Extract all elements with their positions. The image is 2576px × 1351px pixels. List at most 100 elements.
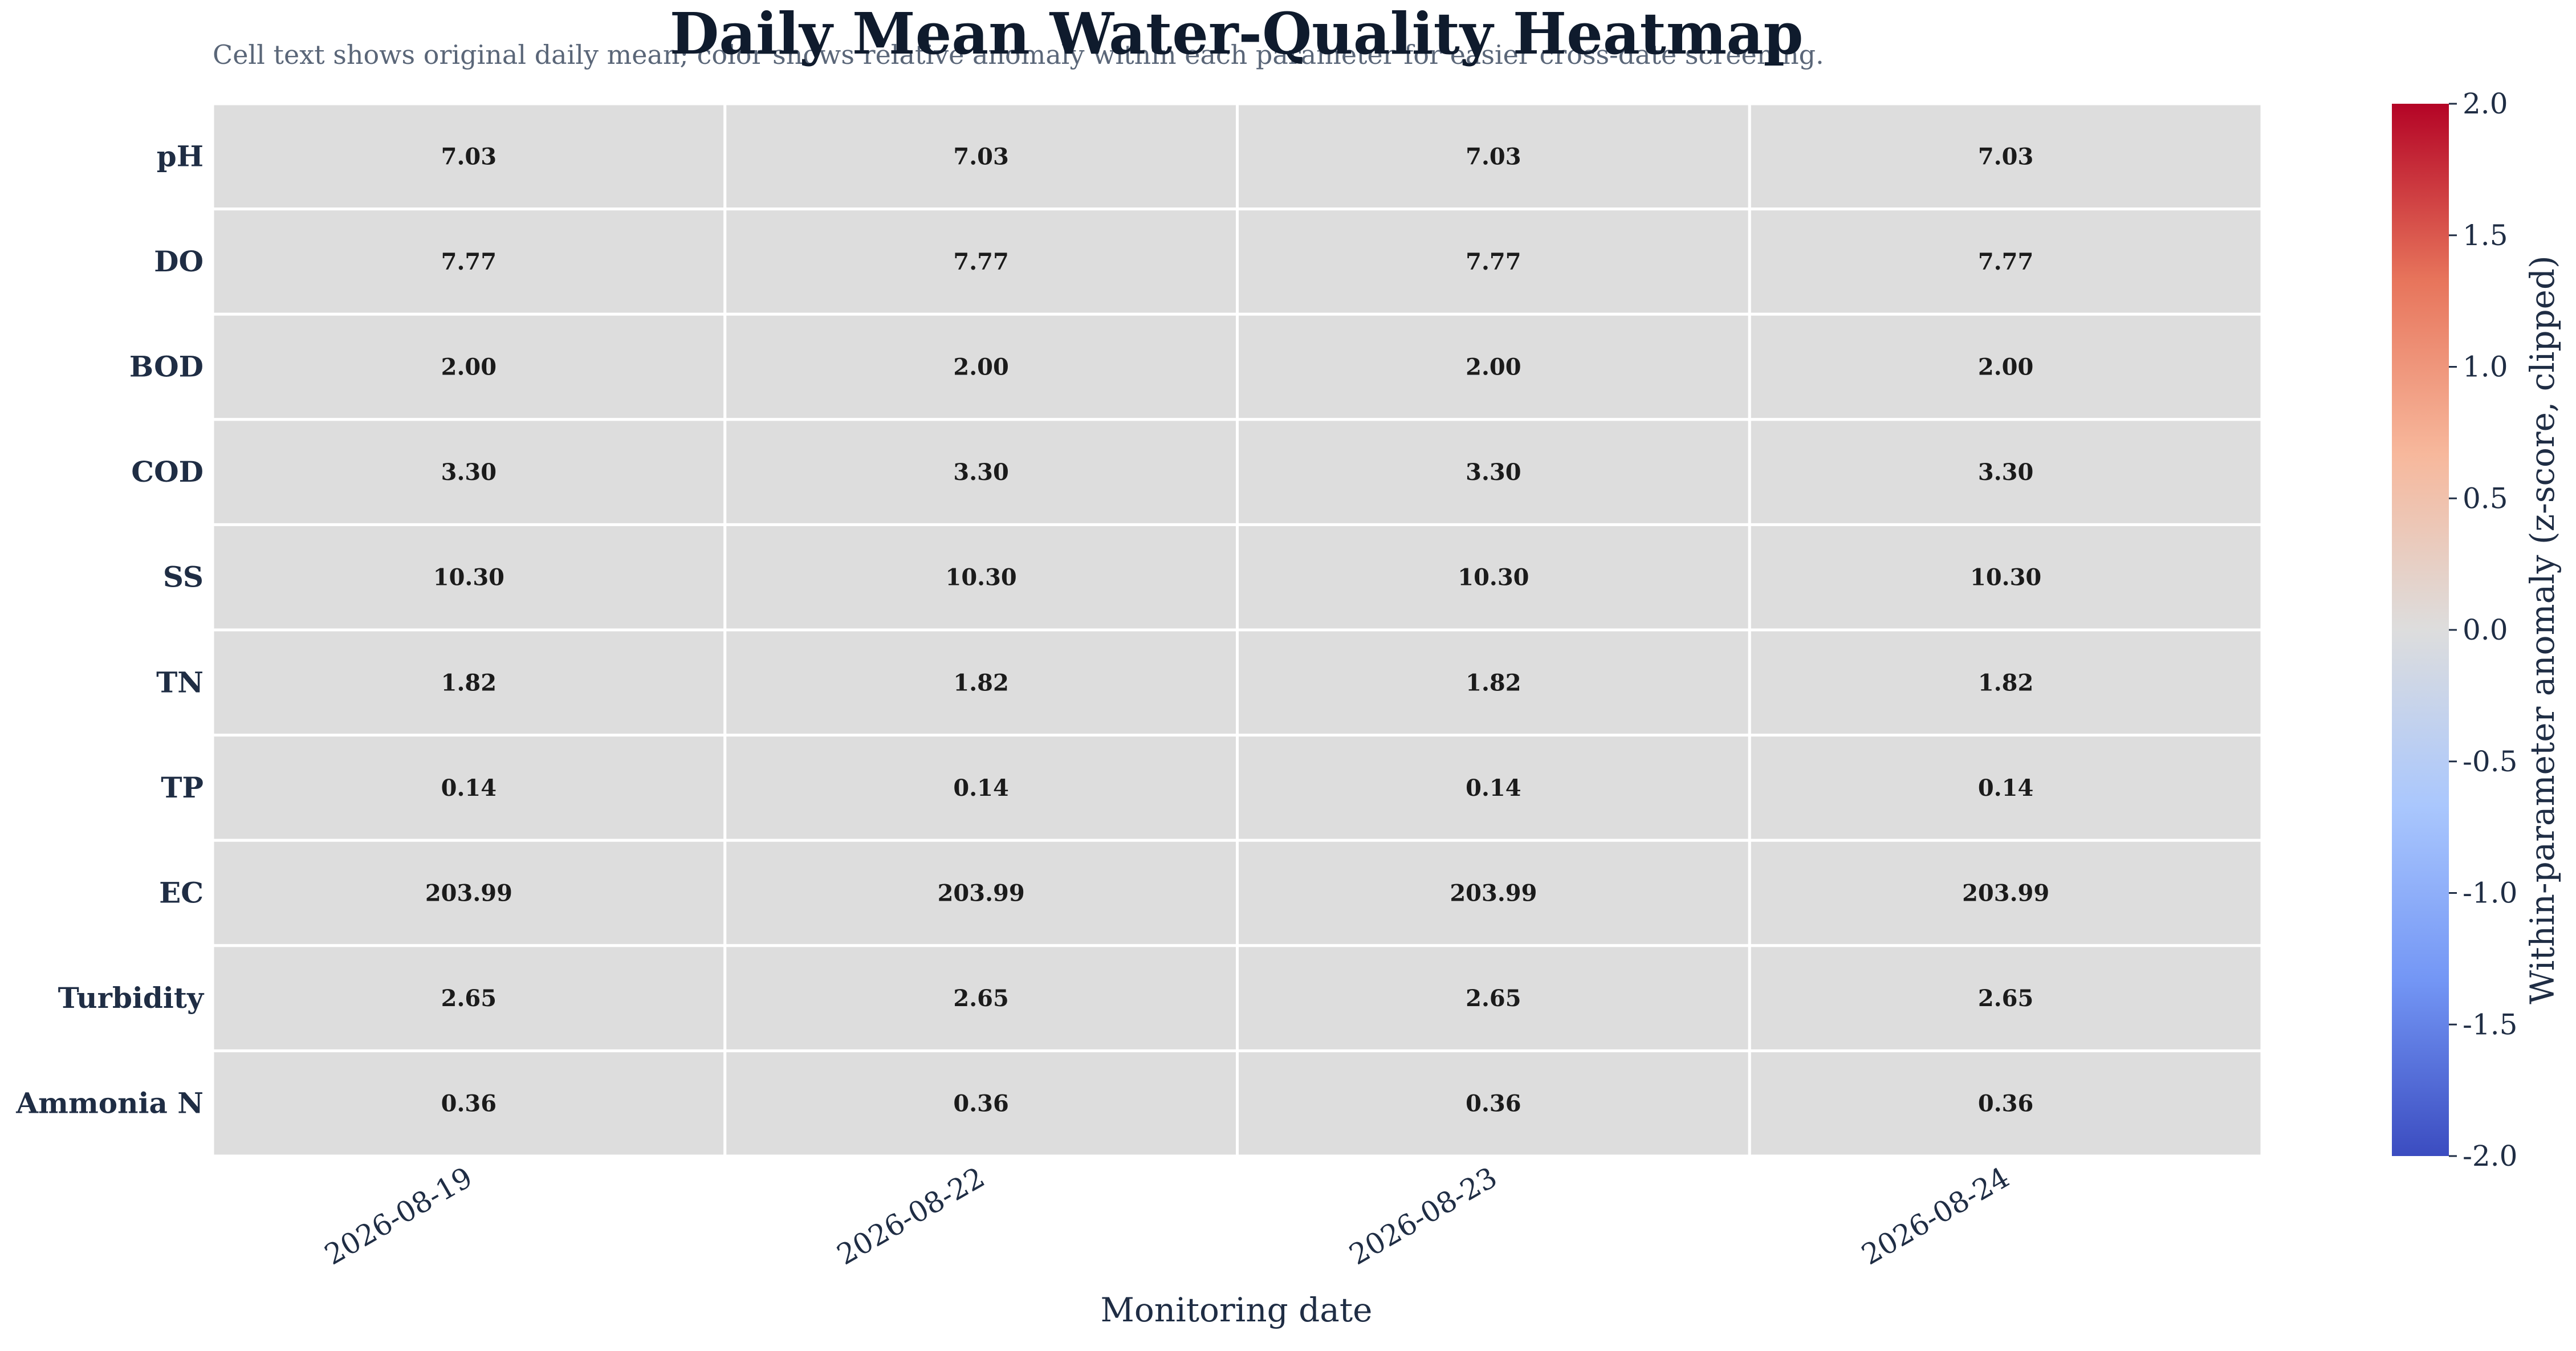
row-tick-label: Turbidity (58, 981, 205, 1015)
heatmap-cell (1748, 418, 2264, 526)
cell-value-label: 3.30 (1466, 459, 1521, 486)
cell-value-label: 203.99 (425, 880, 512, 907)
colorbar-label: Within-parameter anomaly (z-score, clipp… (2523, 255, 2562, 1004)
colorbar-tick-label: 0.0 (2463, 613, 2508, 646)
heatmap-cell (1748, 207, 2264, 316)
heatmap-cell (211, 1049, 727, 1158)
heatmap-cell (1236, 523, 1751, 632)
cell-value-label: 7.77 (1978, 249, 2033, 275)
cell-value-label: 10.30 (945, 564, 1016, 591)
cell-value-label: 10.30 (1458, 564, 1529, 591)
heatmap-cell (1236, 839, 1751, 947)
column-tick-label: 2026-08-24 (1856, 1161, 2015, 1271)
cell-value-label: 2.00 (953, 354, 1008, 381)
row-tick-label: pH (157, 139, 204, 173)
colorbar-tick-label: 1.0 (2463, 351, 2508, 384)
chart-subtitle: Cell text shows original daily mean; col… (213, 39, 1824, 70)
cell-value-label: 7.03 (1978, 143, 2033, 170)
column-tick-label: 2026-08-19 (319, 1161, 478, 1271)
colorbar-tick-label: -1.5 (2463, 1008, 2517, 1041)
cell-value-label: 0.14 (953, 775, 1008, 801)
cell-value-label: 0.14 (1466, 775, 1521, 801)
colorbar-tick-label: 2.0 (2463, 87, 2508, 120)
heatmap-cell (723, 523, 1239, 632)
cell-value-label: 1.82 (441, 669, 497, 696)
heatmap-cell (1236, 102, 1751, 211)
heatmap-cell (1236, 628, 1751, 737)
row-tick-label: EC (159, 876, 204, 910)
cell-value-label: 7.77 (1466, 249, 1521, 275)
colorbar: 2.0 1.5 1.0 0.5 0.0 -0.5 -1.0 -1.5 -2.0 Within-p… (2392, 87, 2562, 1173)
cell-value-label: 2.00 (1466, 354, 1521, 381)
row-tick-label: DO (154, 245, 204, 278)
cell-value-label: 203.99 (1450, 880, 1537, 907)
cell-value-label: 0.14 (441, 775, 497, 801)
colorbar-tick-label: -1.0 (2463, 877, 2517, 910)
heatmap-cell (1748, 523, 2264, 632)
cell-value-label: 2.65 (1466, 985, 1521, 1012)
heatmap-cell (1236, 1049, 1751, 1158)
row-tick-label: SS (163, 560, 204, 594)
cell-value-label: 2.65 (1978, 985, 2033, 1012)
heatmap-cell (1748, 734, 2264, 842)
chart-title: Daily Mean Water-Quality Heatmap (670, 0, 1804, 67)
heatmap-cell (723, 1049, 1239, 1158)
heatmap-cell (1748, 312, 2264, 421)
cell-value-label: 3.30 (1978, 459, 2033, 486)
cell-value-label: 203.99 (938, 880, 1025, 907)
row-tick-label: BOD (129, 350, 204, 384)
heatmap-cells (211, 102, 2264, 1158)
cell-value-label: 3.30 (953, 459, 1008, 486)
cell-value-label: 7.03 (1466, 143, 1521, 170)
cell-value-label: 2.00 (1978, 354, 2033, 381)
heatmap-cell (211, 734, 727, 842)
colorbar-tick-label: -2.0 (2463, 1140, 2517, 1173)
cell-value-label: 10.30 (433, 564, 504, 591)
cell-value-label: 2.00 (441, 354, 497, 381)
cell-value-label: 0.36 (1466, 1090, 1521, 1117)
cell-value-label: 7.03 (441, 143, 497, 170)
heatmap-cell (1748, 102, 2264, 211)
cell-value-label: 1.82 (1978, 669, 2033, 696)
heatmap-cell (211, 102, 727, 211)
cell-value-label: 7.03 (953, 143, 1008, 170)
row-tick-label: TP (161, 771, 204, 804)
heatmap-cell (1748, 1049, 2264, 1158)
colorbar-tick-label: -0.5 (2463, 745, 2517, 778)
row-tick-label: Ammonia N (15, 1087, 204, 1120)
cell-value-label: 1.82 (1466, 669, 1521, 696)
cell-value-label: 3.30 (441, 459, 497, 486)
x-axis-label: Monitoring date (1101, 1291, 1373, 1329)
cell-value-label: 2.65 (441, 985, 497, 1012)
colorbar-gradient (2392, 104, 2449, 1156)
column-tick-label: 2026-08-23 (1344, 1161, 1503, 1271)
heatmap-cell (211, 628, 727, 737)
colorbar-ticks: 2.0 1.5 1.0 0.5 0.0 -0.5 -1.0 -1.5 -2.0 (2449, 87, 2517, 1173)
cell-value-labels: 7.03 7.03 7.03 7.03 7.77 7.77 7.77 7.77 2.00 2.00… (425, 143, 2049, 1117)
heatmap-cell (1748, 944, 2264, 1052)
heatmap-cell (211, 839, 727, 947)
cell-value-label: 0.14 (1978, 775, 2033, 801)
cell-value-label: 7.77 (441, 249, 497, 275)
colorbar-tick-label: 1.5 (2463, 219, 2508, 252)
cell-value-label: 0.36 (953, 1090, 1008, 1117)
heatmap-cell (1236, 734, 1751, 842)
cell-value-label: 10.30 (1970, 564, 2041, 591)
row-tick-labels: pH DO BOD COD SS TN TP EC Turbidity Ammonia N (15, 139, 205, 1120)
cell-value-label: 0.36 (1978, 1090, 2033, 1117)
heatmap-cell (723, 102, 1239, 211)
cell-value-label: 203.99 (1962, 880, 2049, 907)
heatmap-cell (723, 418, 1239, 526)
cell-value-label: 7.77 (953, 249, 1008, 275)
heatmap-cell (723, 312, 1239, 421)
cell-value-label: 2.65 (953, 985, 1008, 1012)
row-tick-label: COD (131, 455, 204, 489)
heatmap-cell (1748, 628, 2264, 737)
heatmap-cell (211, 523, 727, 632)
column-tick-label: 2026-08-22 (831, 1161, 990, 1271)
heatmap-cell (723, 628, 1239, 737)
colorbar-tick-label: 0.5 (2463, 482, 2508, 515)
column-tick-labels: 2026-08-19 2026-08-22 2026-08-23 2026-08-24 (319, 1161, 2015, 1271)
row-tick-label: TN (156, 665, 204, 699)
